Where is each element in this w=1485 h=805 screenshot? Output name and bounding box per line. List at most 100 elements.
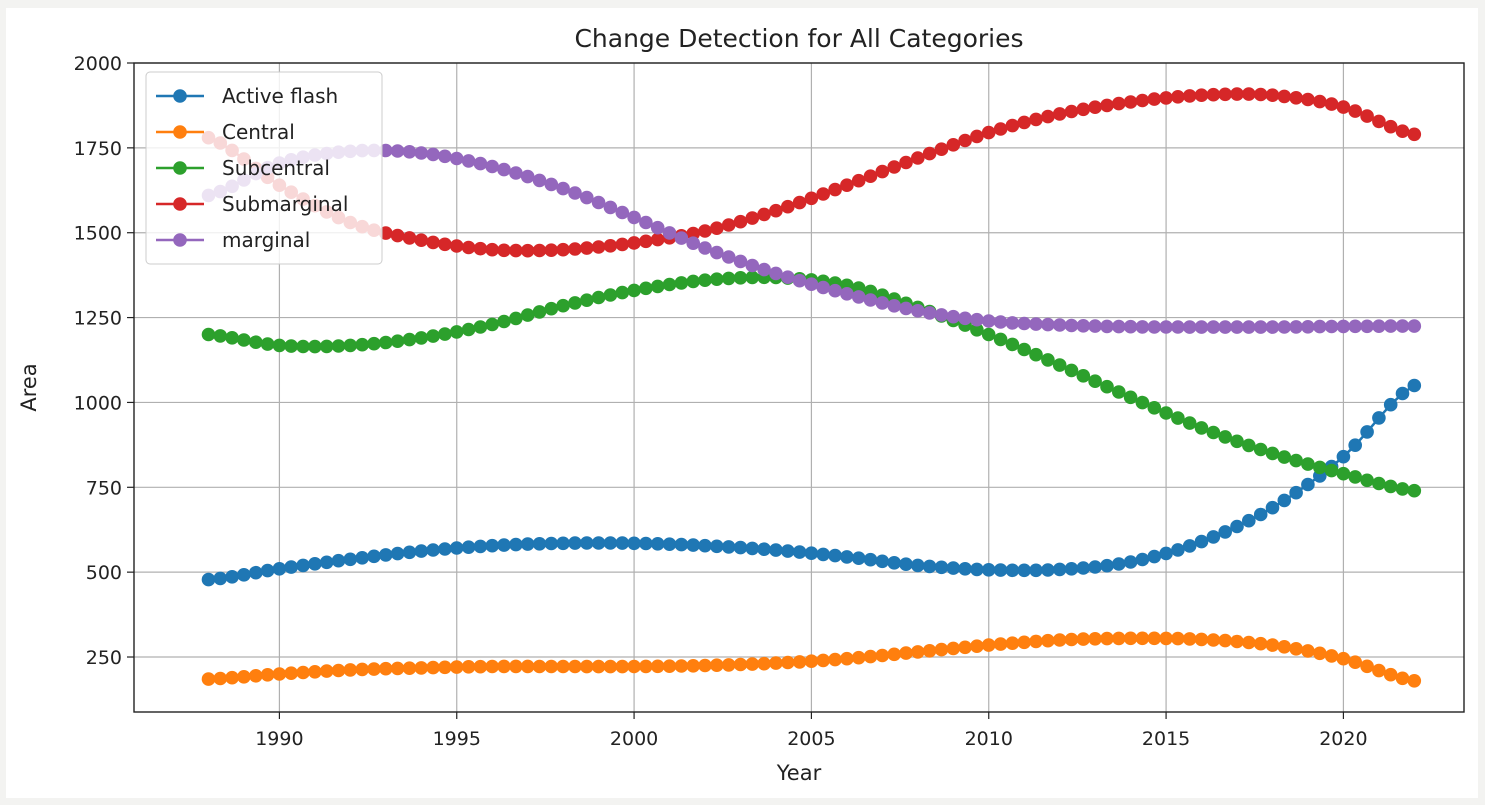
data-point [1336,319,1351,334]
data-point [473,156,488,171]
data-point [816,653,830,668]
data-point [745,657,760,671]
data-point [1017,115,1031,130]
data-point [449,660,464,674]
data-point [792,273,807,288]
data-point [840,651,854,666]
data-point [828,283,842,298]
data-point [1135,631,1150,646]
data-point [426,235,440,250]
data-point [710,221,724,235]
data-point [1372,114,1386,129]
legend-marker [173,233,187,247]
data-point [1313,94,1327,109]
data-point [355,551,370,565]
data-point [426,543,440,557]
data-point [449,325,464,339]
data-point [1407,319,1422,333]
data-point [993,563,1008,577]
data-point [509,166,523,180]
data-point [887,647,901,662]
data-point [946,309,961,324]
data-point [804,654,819,668]
data-point [1383,667,1398,682]
data-point [449,151,464,166]
data-point [213,571,228,586]
data-point [568,536,582,550]
series-0 [201,378,1422,587]
data-point [769,203,783,218]
data-point [402,231,417,245]
data-point [1218,320,1232,334]
data-point [816,547,830,562]
data-point [686,659,700,673]
data-point [615,237,630,252]
data-point [710,658,724,672]
data-point [1100,319,1114,334]
data-point [308,339,322,354]
data-point [1230,87,1244,101]
data-point [1112,319,1126,334]
data-point [402,661,417,675]
data-point [698,241,712,255]
legend-marker [173,161,187,175]
data-point [934,560,949,575]
data-point [556,242,570,257]
data-point [627,210,641,225]
data-point [1100,379,1114,394]
data-point [1159,631,1173,646]
data-point [710,539,724,554]
data-point [1112,385,1126,399]
data-point [899,557,913,571]
data-point [981,638,996,652]
data-point [911,558,925,573]
data-point [473,539,488,554]
chart-figure: 1990 1995 2000 2005 2010 2015 2020 250 500 750 100… [6,8,1478,798]
data-point [390,144,405,158]
data-point [580,536,594,550]
data-point [390,228,405,243]
data-point [497,659,511,674]
data-point [1194,88,1209,102]
data-point [1360,109,1374,123]
data-point [1029,634,1043,649]
data-point [1289,485,1303,500]
data-point [1100,98,1114,113]
legend: Active flash Central Subcentral Submarginal… [145,71,383,265]
data-point [1348,438,1362,453]
data-point [591,195,606,210]
data-point [887,160,901,174]
data-point [1088,632,1102,646]
data-point [225,570,239,584]
data-point [1407,674,1422,688]
x-tick-label: 2010 [965,728,1013,750]
data-point [1218,87,1232,102]
legend-label: Submarginal [222,192,348,216]
data-point [379,661,393,676]
data-point [946,138,961,152]
data-point [1088,100,1102,114]
data-point [769,543,783,557]
data-point [1289,453,1303,468]
data-point [461,240,476,255]
data-point [674,276,689,290]
data-point [249,669,263,683]
x-tick-label: 2005 [787,728,835,750]
data-point [520,243,535,258]
data-point [201,327,216,342]
data-point [816,187,830,201]
data-point [1088,374,1102,389]
data-point [1218,430,1232,444]
data-point [851,290,866,304]
data-point [1277,450,1292,464]
data-point [509,311,523,326]
data-point [1206,530,1221,544]
data-point [520,169,535,184]
data-point [1076,561,1091,575]
data-point [733,540,748,555]
line-chart: 1990 1995 2000 2005 2010 2015 2020 250 500 750 100… [17,24,1465,785]
data-point [875,648,890,663]
data-point [1135,320,1150,334]
data-point [804,191,819,206]
data-point [1336,466,1351,481]
